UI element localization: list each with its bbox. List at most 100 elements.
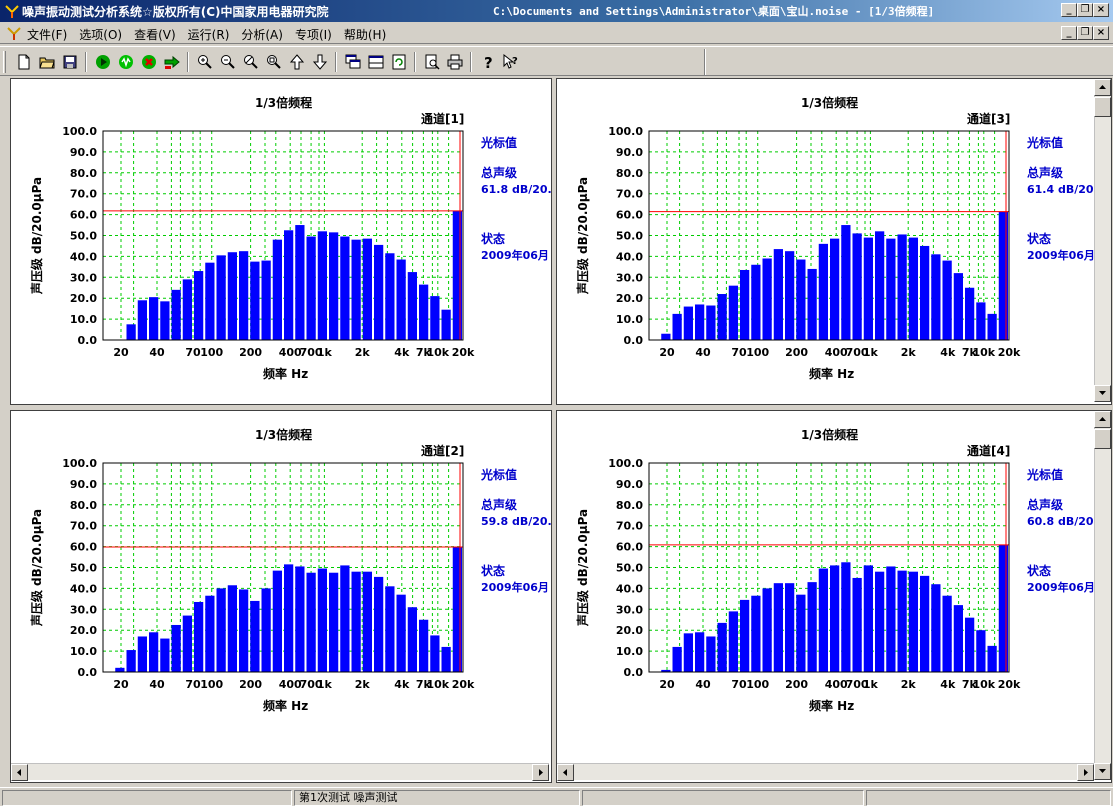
menu-options[interactable]: 选项(O) <box>79 28 123 42</box>
horizontal-scrollbar[interactable] <box>557 763 1094 781</box>
scroll-down-button[interactable] <box>1094 385 1111 402</box>
scroll-thumb[interactable] <box>1094 429 1111 449</box>
chart-panel-channel-3[interactable]: 1/3倍频程 通道[3] 100.0 90.0 80.0 70.0 60.0 50.0 40.0… <box>556 78 1112 405</box>
bar <box>987 313 997 340</box>
vertical-scrollbar[interactable] <box>1094 79 1111 402</box>
plot-frame <box>102 130 464 341</box>
vertical-scrollbar[interactable] <box>1094 411 1111 780</box>
print-icon[interactable] <box>443 51 466 73</box>
zoom-in-icon[interactable] <box>193 51 216 73</box>
record-wave-icon[interactable] <box>114 51 137 73</box>
scroll-left-button[interactable] <box>11 764 28 781</box>
menu-help[interactable]: 帮助(H) <box>343 28 387 42</box>
y-tick-label: 0.0 <box>624 666 644 679</box>
play-icon[interactable] <box>91 51 114 73</box>
y-tick-label: 100.0 <box>608 125 643 138</box>
stop-x-icon[interactable] <box>137 51 160 73</box>
export-arrow-icon[interactable] <box>160 51 183 73</box>
scroll-left-button[interactable] <box>557 764 574 781</box>
toolbar-separator <box>85 52 87 72</box>
menu-run[interactable]: 运行(R) <box>187 28 230 42</box>
x-tick-label: 200 <box>785 678 808 691</box>
y-tick-label: 20.0 <box>616 292 643 305</box>
y-tick-label: 70.0 <box>70 520 97 533</box>
y-tick-label: 40.0 <box>70 582 97 595</box>
minimize-button[interactable]: _ <box>1061 3 1077 17</box>
triangle-up-icon <box>1099 417 1106 421</box>
x-tick-label: 40 <box>695 346 711 359</box>
y-tick-label: 20.0 <box>70 624 97 637</box>
bar-series <box>661 211 1008 340</box>
chart-panel-channel-4[interactable]: 1/3倍频程 通道[4] 100.0 90.0 80.0 70.0 60.0 50.0 40.0… <box>556 410 1112 783</box>
menu-analysis[interactable]: 分析(A) <box>241 28 283 42</box>
open-folder-icon[interactable] <box>35 51 58 73</box>
bar <box>661 333 671 340</box>
scroll-thumb[interactable] <box>1094 97 1111 117</box>
chart-title: 1/3倍频程 <box>255 95 312 110</box>
scroll-right-button[interactable] <box>532 764 549 781</box>
context-help-icon[interactable]: ? <box>499 51 522 73</box>
x-tick-label: 4k <box>394 346 410 359</box>
doc-minimize-button[interactable]: _ <box>1061 26 1077 40</box>
y-tick-label: 0.0 <box>624 334 644 347</box>
arrow-up-icon[interactable] <box>285 51 308 73</box>
cursor-value-label: 光标值 <box>480 467 517 482</box>
document-icon[interactable] <box>6 26 22 40</box>
scroll-up-button[interactable] <box>1094 79 1111 96</box>
menu-view[interactable]: 查看(V) <box>134 28 176 42</box>
arrow-down-icon[interactable] <box>308 51 331 73</box>
y-tick-label: 10.0 <box>616 645 643 658</box>
y-tick-label: 30.0 <box>70 603 97 616</box>
print-preview-icon[interactable] <box>420 51 443 73</box>
bar <box>441 646 451 672</box>
bar <box>717 622 727 672</box>
bar <box>818 243 828 340</box>
restore-button[interactable]: ❐ <box>1077 3 1093 17</box>
svg-text:?: ? <box>512 56 518 67</box>
zoom-out-icon[interactable] <box>216 51 239 73</box>
refresh-icon[interactable] <box>387 51 410 73</box>
document-path: C:\Documents and Settings\Administrator\… <box>493 5 935 18</box>
channel-label: 通道[4] <box>967 443 1010 458</box>
toolbar-grip[interactable] <box>3 51 6 73</box>
menu-items: 文件(F) 选项(O) 查看(V) 运行(R) 分析(A) 专项(I) 帮助(H… <box>27 26 386 43</box>
save-disk-icon[interactable] <box>58 51 81 73</box>
y-tick-label: 60.0 <box>70 541 97 554</box>
bar <box>284 230 294 340</box>
bar <box>830 565 840 672</box>
scroll-right-button[interactable] <box>1077 764 1094 781</box>
zoom-fit-icon[interactable] <box>239 51 262 73</box>
total-level-label: 总声级 <box>481 497 517 512</box>
close-button[interactable]: × <box>1093 3 1109 17</box>
chart-panel-channel-2[interactable]: 1/3倍频程 通道[2] 100.0 90.0 80.0 70.0 60.0 50.0 40.0… <box>10 410 552 783</box>
bar <box>250 261 260 340</box>
x-tick-label: 2k <box>901 678 917 691</box>
x-tick-label: 40 <box>149 346 165 359</box>
x-tick-label: 20 <box>659 346 675 359</box>
status-value: 2009年06月 <box>481 248 549 262</box>
menu-file[interactable]: 文件(F) <box>27 28 68 42</box>
help-icon[interactable]: ? <box>476 51 499 73</box>
menu-bar: 文件(F) 选项(O) 查看(V) 运行(R) 分析(A) 专项(I) 帮助(H… <box>0 22 1113 44</box>
channel-label: 通道[1] <box>421 111 464 126</box>
chart-panel-channel-1[interactable]: 1/3倍频程 通道[1] 100.0 90.0 80.0 70.0 60.0 50.0 40.0… <box>10 78 552 405</box>
x-tick-label: 200 <box>239 346 262 359</box>
scroll-up-button[interactable] <box>1094 411 1111 428</box>
bar <box>306 236 316 340</box>
scroll-down-button[interactable] <box>1094 763 1111 780</box>
zoom-region-icon[interactable] <box>262 51 285 73</box>
cascade-window-icon[interactable] <box>341 51 364 73</box>
doc-restore-button[interactable]: ❐ <box>1077 26 1093 40</box>
bar <box>818 568 828 672</box>
horizontal-scrollbar[interactable] <box>11 763 549 781</box>
tile-window-icon[interactable] <box>364 51 387 73</box>
new-file-icon[interactable] <box>12 51 35 73</box>
x-tick-label: 200 <box>239 678 262 691</box>
menu-special[interactable]: 专项(I) <box>294 28 332 42</box>
x-tick-label: 700 <box>846 678 869 691</box>
doc-close-button[interactable]: × <box>1093 26 1109 40</box>
